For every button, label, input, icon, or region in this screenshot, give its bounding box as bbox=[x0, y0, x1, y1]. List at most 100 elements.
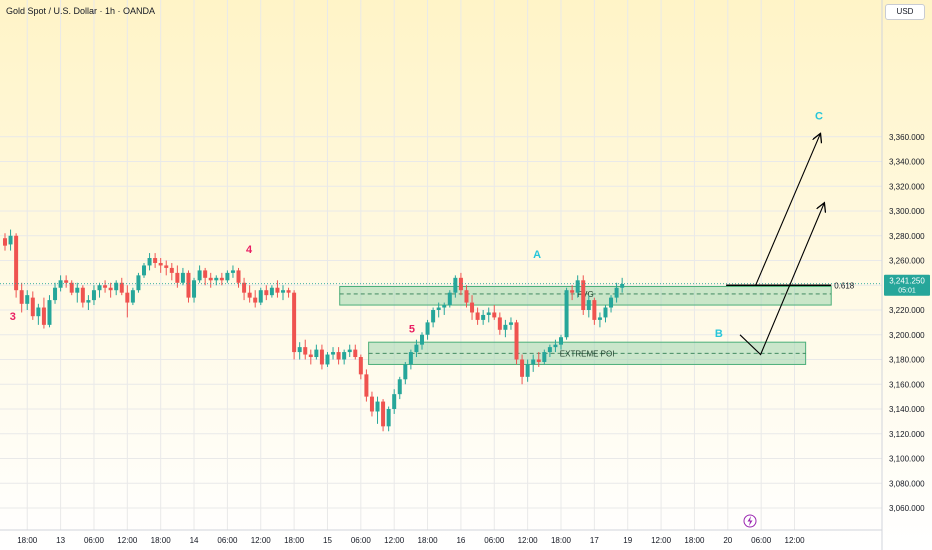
candle-body bbox=[103, 285, 108, 288]
candle-body bbox=[603, 307, 608, 318]
x-tick-label: 17 bbox=[590, 536, 599, 545]
candle-body bbox=[436, 307, 441, 310]
candle-body bbox=[475, 312, 480, 320]
candle-body bbox=[514, 322, 519, 360]
candle-body bbox=[286, 290, 291, 293]
candle-body bbox=[64, 280, 69, 283]
x-tick-label: 14 bbox=[190, 536, 199, 545]
candle-body bbox=[75, 287, 80, 293]
candle-body bbox=[230, 270, 235, 273]
candle-body bbox=[269, 287, 274, 296]
zone-label: EXTREME POI bbox=[560, 349, 615, 358]
x-tick-label: 18:00 bbox=[17, 536, 38, 545]
candle-body bbox=[492, 312, 497, 318]
candle-body bbox=[114, 282, 119, 291]
projection-arrow-path-1[interactable] bbox=[755, 134, 821, 286]
x-tick-label: 18:00 bbox=[151, 536, 172, 545]
x-tick-label: 15 bbox=[323, 536, 332, 545]
candle-body bbox=[153, 258, 158, 263]
candle-body bbox=[353, 349, 358, 358]
candle-body bbox=[303, 347, 308, 355]
current-price-text: 3,241.250 bbox=[889, 277, 925, 286]
candle-body bbox=[620, 284, 625, 288]
wave-label-3: 3 bbox=[10, 311, 16, 323]
x-tick-label: 18:00 bbox=[551, 536, 572, 545]
candle-body bbox=[192, 280, 197, 298]
candle-body bbox=[336, 352, 341, 360]
candle-body bbox=[553, 344, 558, 348]
y-tick-label: 3,120.000 bbox=[889, 430, 925, 439]
candle-body bbox=[8, 235, 13, 245]
y-tick-label: 3,060.000 bbox=[889, 504, 925, 513]
x-tick-label: 06:00 bbox=[751, 536, 772, 545]
candle-body bbox=[297, 347, 302, 353]
x-tick-label: 12:00 bbox=[518, 536, 539, 545]
candle-body bbox=[86, 300, 91, 303]
candle-body bbox=[520, 359, 525, 377]
candle-body bbox=[497, 317, 502, 330]
candle-body bbox=[319, 349, 324, 365]
candle-body bbox=[281, 290, 285, 293]
candle-body bbox=[236, 270, 241, 283]
candle-body bbox=[308, 354, 313, 358]
y-tick-label: 3,320.000 bbox=[889, 182, 925, 191]
x-tick-label: 13 bbox=[56, 536, 65, 545]
projection-arrow-path-2[interactable] bbox=[739, 204, 824, 356]
candle-body bbox=[108, 287, 113, 291]
candle-body bbox=[214, 277, 219, 281]
candle-body bbox=[531, 359, 536, 365]
candle-body bbox=[253, 297, 258, 303]
candle-body bbox=[125, 292, 130, 303]
y-tick-label: 3,300.000 bbox=[889, 207, 925, 216]
x-tick-label: 06:00 bbox=[217, 536, 238, 545]
candle-body bbox=[164, 265, 169, 268]
candle-body bbox=[331, 352, 336, 355]
candle-body bbox=[575, 280, 580, 293]
candle-body bbox=[14, 235, 19, 291]
zone-fvg[interactable] bbox=[339, 285, 832, 306]
candle-body bbox=[420, 334, 424, 345]
candle-body bbox=[242, 282, 247, 293]
candle-body bbox=[258, 290, 263, 303]
wave-label-c: C bbox=[815, 110, 823, 122]
candle-body bbox=[342, 352, 347, 360]
x-tick-label: 20 bbox=[723, 536, 732, 545]
candle-body bbox=[19, 290, 24, 304]
candle-body bbox=[547, 347, 552, 353]
candle-body bbox=[314, 349, 319, 358]
candle-body bbox=[180, 272, 185, 283]
candle-body bbox=[397, 379, 402, 395]
candle-body bbox=[275, 287, 280, 293]
x-tick-label: 19 bbox=[623, 536, 632, 545]
candle-body bbox=[486, 312, 491, 315]
candle-body bbox=[431, 310, 436, 323]
candle-body bbox=[386, 409, 391, 427]
candle-body bbox=[247, 292, 252, 298]
candle-body bbox=[36, 307, 41, 317]
wave-label-5: 5 bbox=[409, 323, 415, 335]
candle-body bbox=[581, 280, 586, 310]
x-tick-label: 12:00 bbox=[117, 536, 138, 545]
currency-button[interactable]: USD bbox=[885, 4, 925, 20]
candle-body bbox=[25, 295, 30, 304]
candle-body bbox=[408, 352, 413, 365]
candle-body bbox=[325, 354, 330, 365]
candle-body bbox=[364, 374, 369, 397]
lightning-icon[interactable] bbox=[743, 514, 757, 528]
fib-level-label: 0.618 bbox=[834, 281, 855, 290]
x-tick-label: 12:00 bbox=[785, 536, 806, 545]
x-tick-label: 12:00 bbox=[651, 536, 672, 545]
y-tick-label: 3,260.000 bbox=[889, 257, 925, 266]
x-tick-label: 18:00 bbox=[684, 536, 705, 545]
candle-body bbox=[292, 292, 297, 353]
candle-body bbox=[147, 258, 152, 266]
candle-body bbox=[142, 265, 146, 276]
x-tick-label: 18:00 bbox=[284, 536, 305, 545]
wave-label-4: 4 bbox=[246, 244, 253, 256]
x-tick-label: 12:00 bbox=[384, 536, 405, 545]
y-tick-label: 3,180.000 bbox=[889, 356, 925, 365]
candle-body bbox=[564, 290, 569, 338]
candle-body bbox=[119, 282, 124, 293]
